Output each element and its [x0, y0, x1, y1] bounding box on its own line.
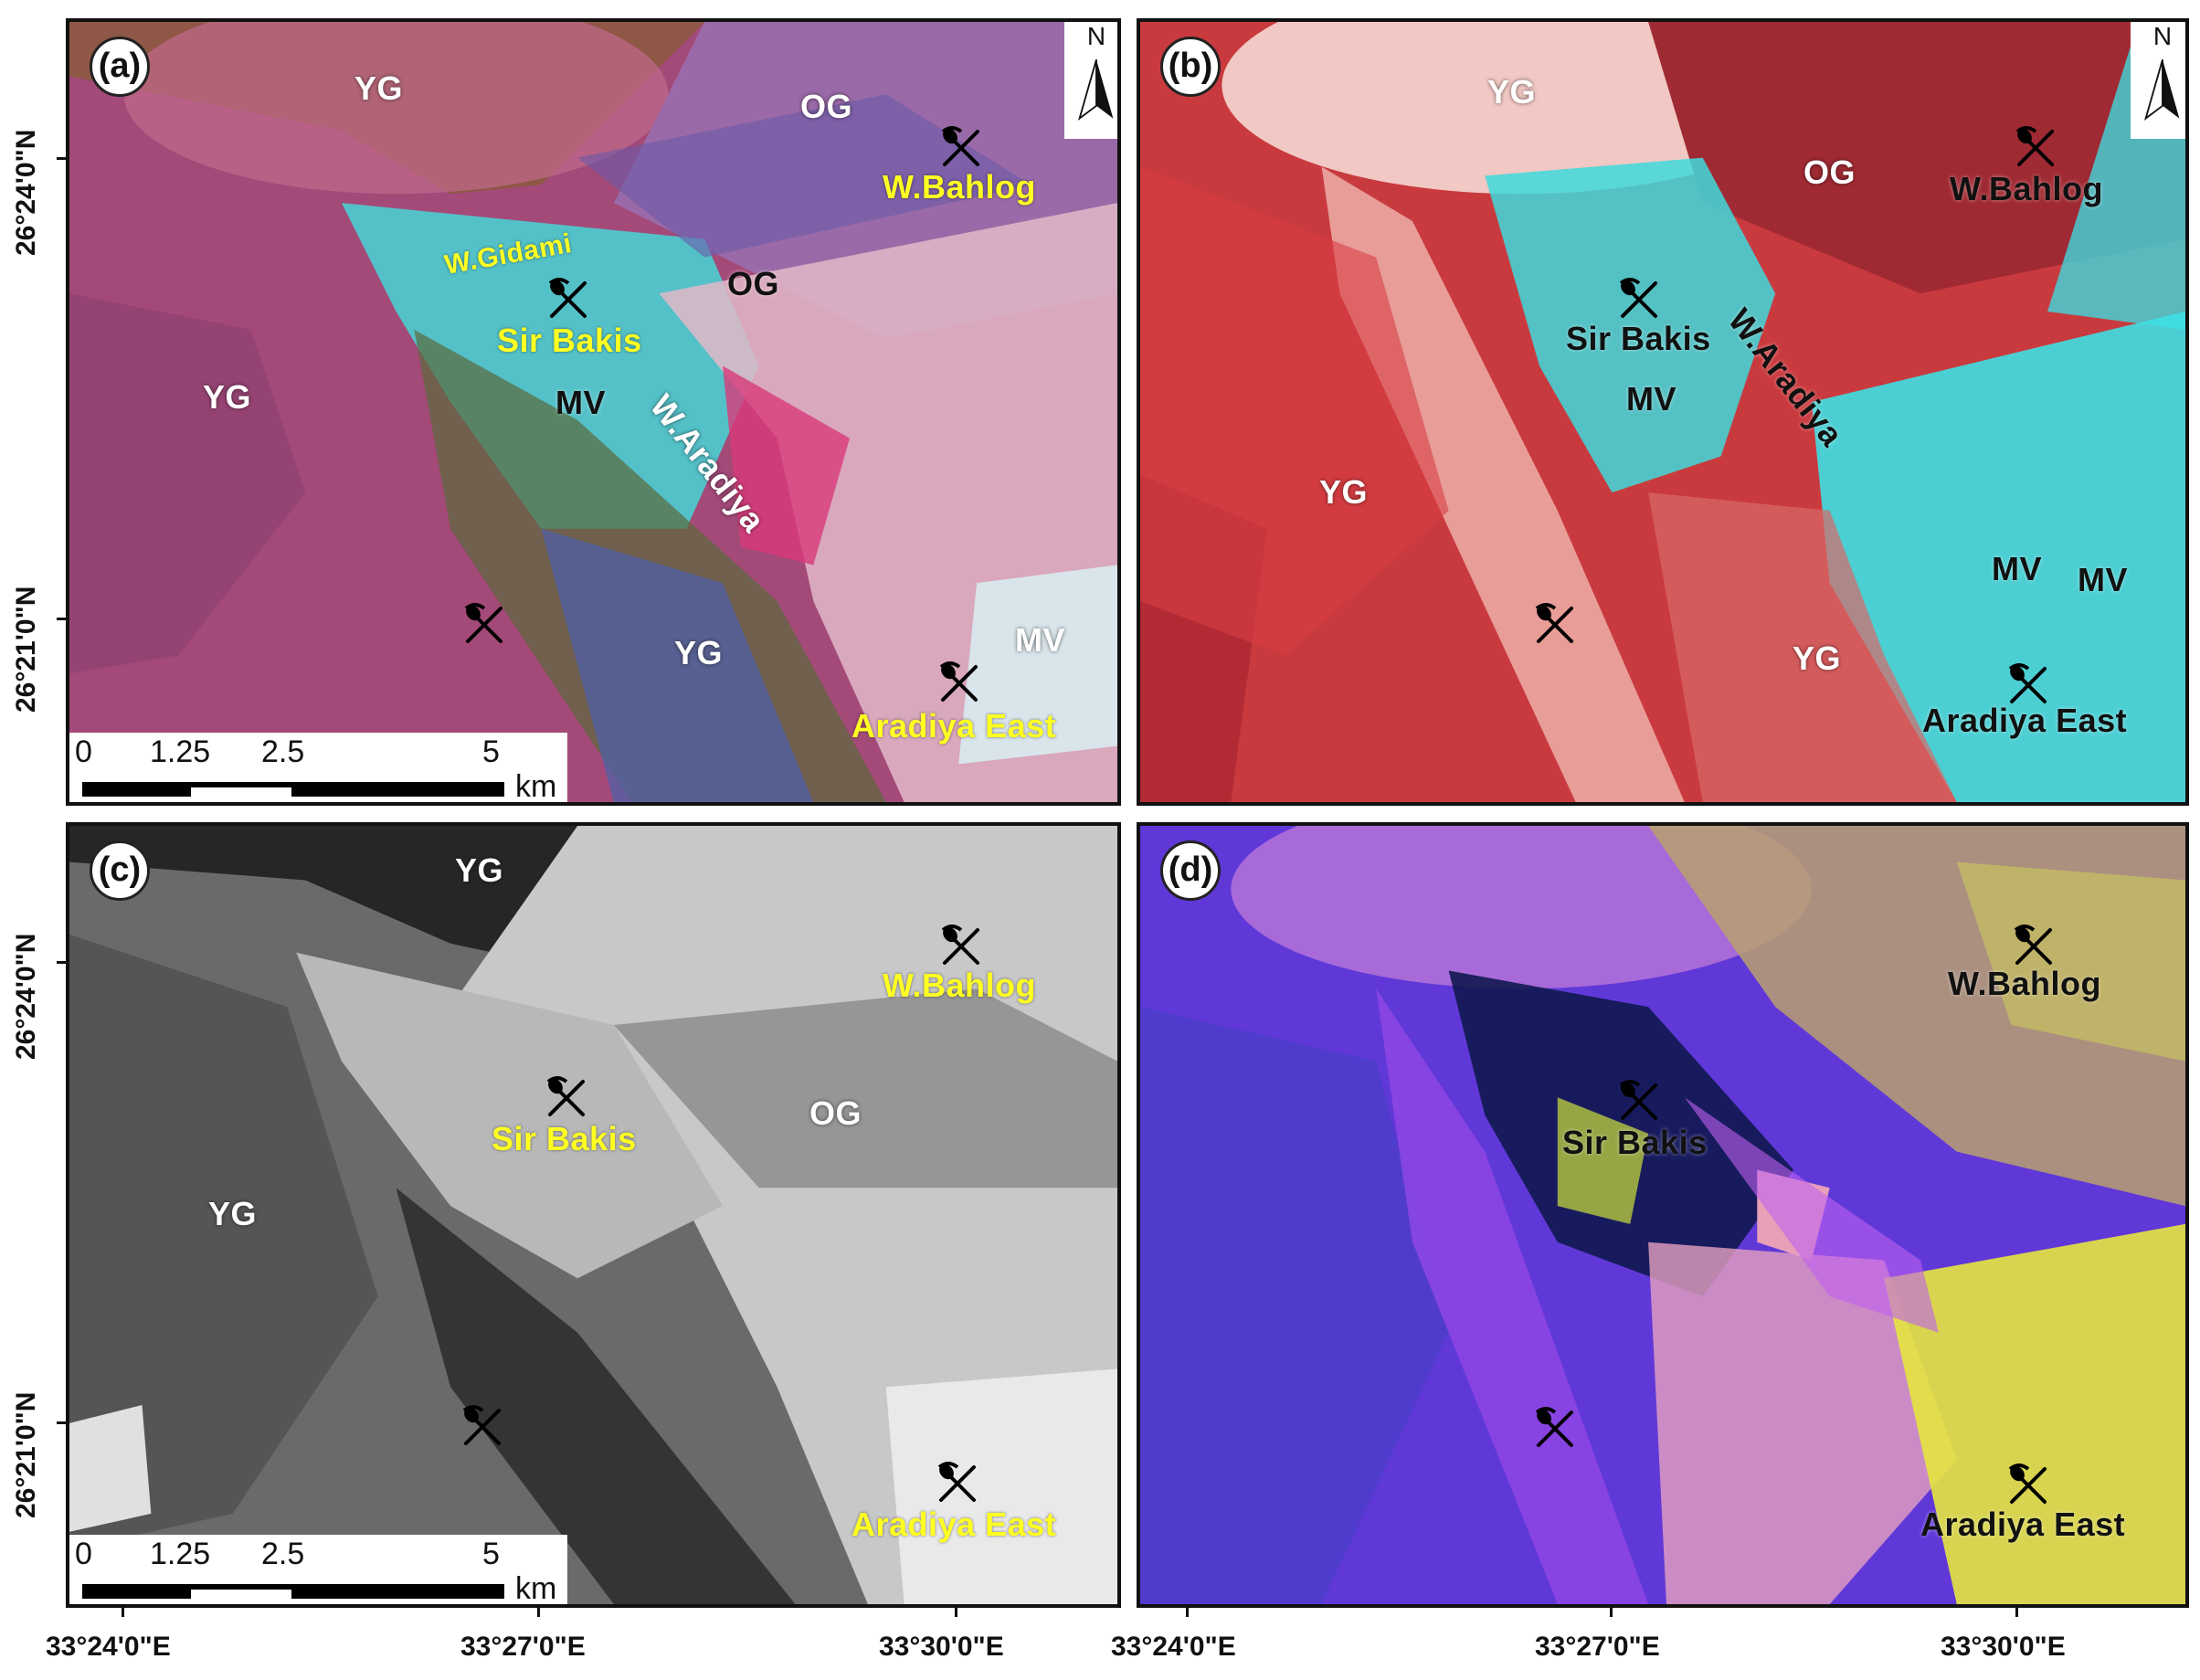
unit-label: YG: [674, 634, 724, 671]
unit-label: YG: [203, 378, 252, 416]
place-label: Sir Bakis: [497, 322, 642, 359]
panel-d: (d) W.Bahlog Sir Bakis Aradiya East: [1137, 822, 2189, 1608]
longitude-label: 33°24'0"E: [1111, 1632, 1236, 1662]
mine-icon: [937, 122, 985, 170]
mine-icon: [937, 921, 985, 968]
longitude-label: 33°27'0"E: [1535, 1632, 1660, 1662]
scale-unit: km: [515, 769, 557, 804]
scale-bar-graphic: [82, 782, 504, 797]
north-arrow: N: [2131, 22, 2185, 139]
latitude-label: 26°24'0"N: [11, 129, 41, 256]
panel-label: (b): [1160, 37, 1221, 97]
scale-tick: 2.5: [261, 734, 305, 769]
mine-icon: [934, 1458, 981, 1506]
scale-bar: 0 1.25 2.5 5 km: [69, 1535, 567, 1606]
mine-icon: [2004, 660, 2052, 707]
scale-tick: 1.25: [150, 1537, 211, 1571]
mine-icon: [1531, 1403, 1579, 1451]
mine-icon: [936, 658, 983, 705]
panel-a-image: [69, 22, 1117, 802]
unit-label: MV: [1992, 550, 2042, 587]
scale-tick: 0: [75, 734, 92, 769]
latitude-label: 26°21'0"N: [11, 586, 41, 713]
panel-label: (a): [90, 37, 150, 97]
scale-bar: 0 1.25 2.5 5 km: [69, 733, 567, 804]
place-label: W.Bahlog: [1948, 965, 2101, 1002]
mine-icon: [2012, 122, 2059, 170]
unit-label: YG: [1319, 473, 1369, 511]
unit-label: OG: [809, 1094, 862, 1132]
unit-label: OG: [800, 88, 853, 125]
scale-unit: km: [515, 1571, 557, 1606]
mine-icon: [2010, 921, 2057, 968]
mine-icon: [1615, 1076, 1663, 1124]
panel-label: (d): [1160, 840, 1221, 901]
longitude-label: 33°24'0"E: [46, 1632, 171, 1662]
panel-b: (b) N YG OG MV YG MV MV YG Sir Bakis W.A…: [1137, 18, 2189, 806]
longitude-label: 33°27'0"E: [460, 1632, 586, 1662]
place-label: Aradiya East: [851, 707, 1057, 745]
scale-tick: 5: [482, 1537, 500, 1571]
mine-icon: [543, 1072, 590, 1120]
north-letter: N: [2152, 22, 2173, 50]
north-arrow: N: [1064, 22, 1117, 139]
place-label: Aradiya East: [1920, 1506, 2126, 1543]
unit-label: YG: [354, 69, 404, 107]
mine-icon: [1615, 274, 1663, 322]
panel-a: (a) N YG OG OG YG MV YG MV W.Gidami Sir …: [66, 18, 1121, 806]
mine-icon: [1531, 599, 1579, 647]
unit-label: YG: [208, 1195, 258, 1232]
unit-label: MV: [1015, 621, 1065, 659]
latitude-label: 26°24'0"N: [11, 933, 41, 1060]
scale-bar-graphic: [82, 1584, 504, 1599]
place-label: W.Bahlog: [883, 967, 1036, 1004]
scale-tick: 5: [482, 734, 500, 769]
place-label: Aradiya East: [851, 1506, 1057, 1543]
panel-c-image: [69, 826, 1117, 1604]
mine-icon: [460, 599, 508, 647]
scale-tick: 2.5: [261, 1537, 305, 1571]
longitude-label: 33°30'0"E: [1941, 1632, 2066, 1662]
mine-icon: [2004, 1460, 2052, 1507]
latitude-label: 26°21'0"N: [11, 1391, 41, 1518]
panel-c: (c) YG OG YG W.Bahlog Sir Bakis Aradiya …: [66, 822, 1121, 1608]
unit-label: OG: [727, 265, 780, 302]
unit-label: MV: [1626, 380, 1676, 417]
unit-label: MV: [2078, 561, 2128, 598]
mine-icon: [459, 1401, 506, 1449]
place-label: Sir Bakis: [492, 1120, 637, 1157]
north-arrow-icon: [2142, 55, 2184, 132]
unit-label: YG: [1487, 73, 1537, 111]
place-label: W.Bahlog: [883, 168, 1036, 206]
unit-label: MV: [555, 384, 606, 421]
scale-tick: 1.25: [150, 734, 211, 769]
unit-label: OG: [1803, 153, 1856, 191]
scale-tick: 0: [75, 1537, 92, 1571]
panel-label: (c): [90, 840, 150, 901]
place-label: Aradiya East: [1922, 702, 2128, 739]
north-letter: N: [1086, 22, 1106, 50]
unit-label: YG: [455, 851, 504, 889]
place-label: Sir Bakis: [1562, 1124, 1708, 1161]
place-label: Sir Bakis: [1566, 320, 1711, 357]
mine-icon: [545, 274, 592, 322]
longitude-label: 33°30'0"E: [879, 1632, 1004, 1662]
north-arrow-icon: [1075, 55, 1117, 132]
place-label: W.Bahlog: [1950, 170, 2103, 207]
unit-label: YG: [1793, 639, 1842, 677]
